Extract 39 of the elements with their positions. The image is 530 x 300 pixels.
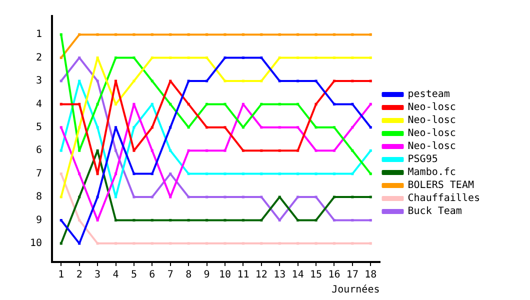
- x-tick-label: 1: [58, 270, 64, 281]
- legend-label: PSG95: [408, 154, 438, 166]
- y-tick-label: 9: [36, 214, 42, 226]
- legend-label: Neo-losc: [408, 141, 456, 152]
- y-tick-label: 1: [36, 29, 42, 40]
- y-tick-label: 7: [36, 168, 42, 180]
- legend-label: Chauffailles: [408, 193, 480, 204]
- y-tick-label: 10: [30, 238, 42, 250]
- legend-label: Neo-losc: [408, 128, 456, 140]
- x-tick-label: 7: [167, 270, 174, 281]
- x-tick-label: 14: [292, 270, 304, 281]
- legend-label: Mambo.fc: [408, 167, 456, 178]
- y-tick-label: 5: [36, 122, 42, 133]
- x-tick-label: 17: [346, 270, 358, 281]
- y-tick-label: 6: [36, 145, 42, 156]
- x-tick-label: 15: [310, 270, 322, 281]
- x-tick-label: 4: [112, 270, 119, 281]
- x-tick-label: 16: [328, 270, 340, 281]
- x-tick-label: 18: [364, 270, 377, 281]
- legend-label: Buck Team: [408, 206, 462, 218]
- x-tick-label: 6: [149, 270, 156, 281]
- x-tick-label: 8: [186, 270, 192, 281]
- legend-label: Neo-losc: [408, 115, 456, 126]
- x-tick-label: 3: [94, 270, 101, 281]
- x-tick-label: 2: [76, 270, 82, 281]
- x-axis-title: Journées: [332, 284, 380, 296]
- x-tick-label: 11: [237, 270, 250, 281]
- x-tick-label: 5: [130, 270, 137, 281]
- x-tick-label: 10: [218, 270, 232, 281]
- x-tick-label: 12: [255, 270, 268, 281]
- x-tick-label: 13: [274, 270, 286, 281]
- y-tick-label: 4: [36, 98, 42, 110]
- legend-label: Neo-losc: [408, 102, 456, 114]
- y-tick-label: 2: [36, 52, 42, 64]
- y-tick-label: 8: [36, 192, 42, 203]
- y-tick-label: 3: [36, 76, 42, 87]
- legend-label: BOLERS TEAM: [408, 180, 474, 192]
- legend-label: pesteam: [408, 89, 450, 100]
- x-tick-label: 9: [204, 270, 210, 281]
